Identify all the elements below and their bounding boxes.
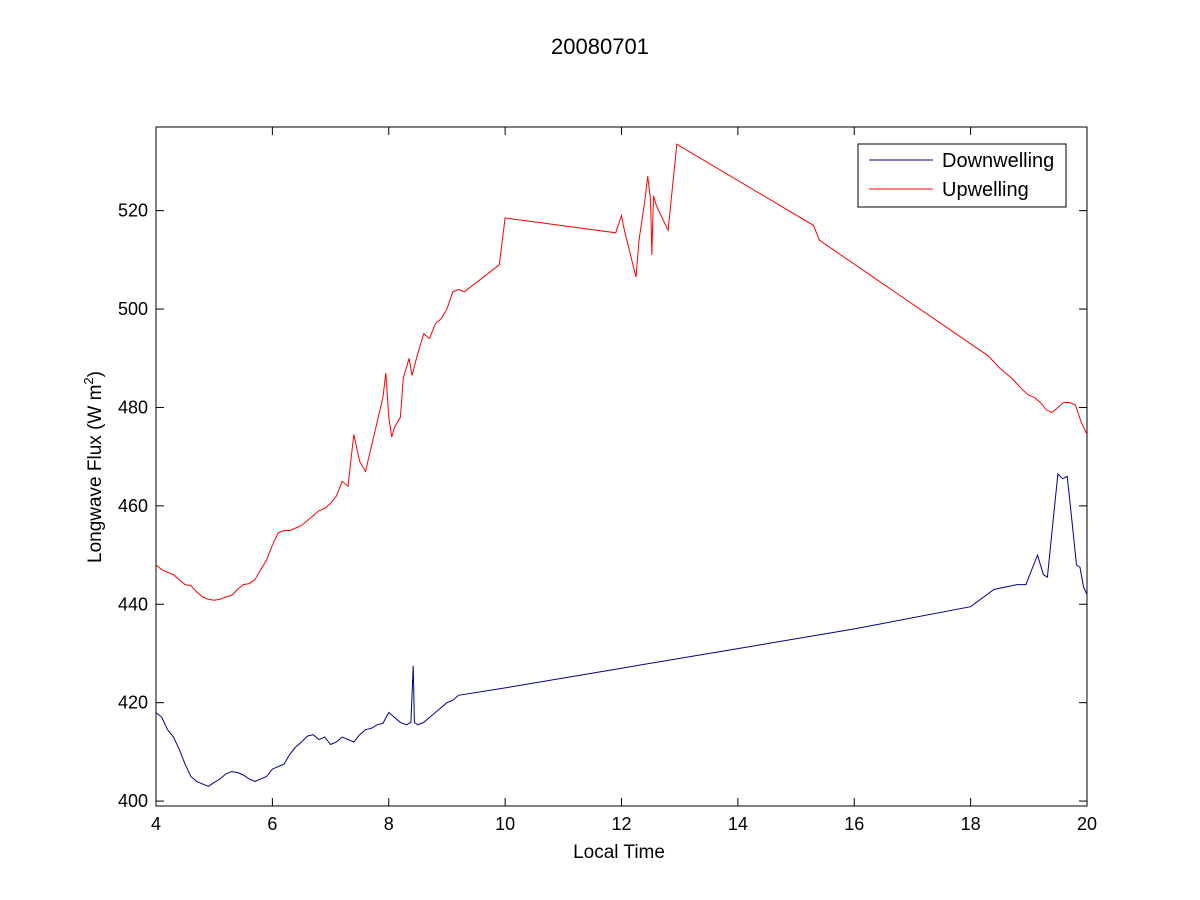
y-tick-label: 480	[118, 397, 148, 417]
x-tick-label: 16	[844, 814, 864, 834]
y-axis-label-close: )	[85, 371, 106, 377]
y-tick-label: 460	[118, 496, 148, 516]
y-tick-label: 440	[118, 594, 148, 614]
y-tick-label: 500	[118, 299, 148, 319]
series-line-upwelling	[155, 143, 1088, 601]
x-tick-label: 10	[495, 814, 515, 834]
legend-box	[857, 143, 1067, 208]
x-tick-label: 4	[151, 814, 161, 834]
x-axis-label: Local Time	[573, 842, 665, 863]
x-tick-label: 6	[267, 814, 277, 834]
x-tick-label: 20	[1077, 814, 1097, 834]
x-tick-label: 14	[728, 814, 748, 834]
plot-area	[155, 126, 1088, 807]
series-layer	[155, 143, 1088, 787]
y-axis-label-main: Longwave Flux (W m	[85, 385, 106, 563]
y-axis: 400 420 440 460 480 500 520	[118, 201, 1087, 811]
legend-label-downwelling: Downwelling	[942, 150, 1054, 172]
series-line-downwelling	[155, 472, 1088, 787]
y-axis-label-superscript: 2	[81, 377, 96, 384]
y-tick-label: 400	[118, 791, 148, 811]
chart-title: 20080701	[551, 34, 649, 59]
y-axis-label: Longwave Flux (W m2)	[81, 371, 106, 563]
legend-label-upwelling: Upwelling	[942, 179, 1029, 201]
x-tick-label: 8	[384, 814, 394, 834]
legend: Downwelling Upwelling	[857, 143, 1067, 208]
y-tick-label: 520	[118, 201, 148, 221]
y-tick-label: 420	[118, 693, 148, 713]
x-tick-label: 18	[961, 814, 981, 834]
x-axis: 4 6 8 10 12 14 16 18 20	[151, 127, 1097, 834]
x-tick-label: 12	[611, 814, 631, 834]
